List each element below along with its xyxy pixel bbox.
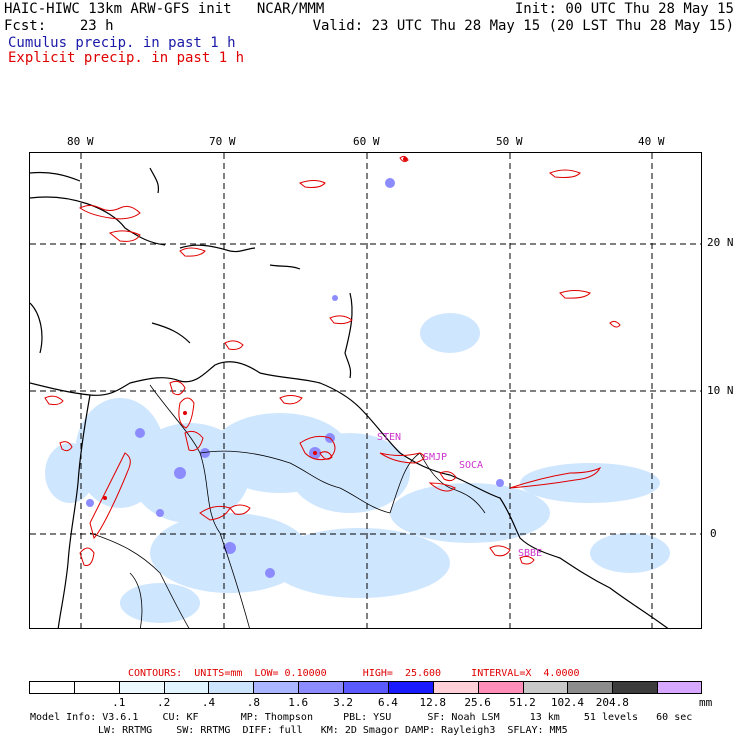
colorbar-label: 3.2: [333, 696, 353, 709]
lon-label-40w: 40 W: [638, 135, 665, 148]
station-sten: STEN: [377, 432, 402, 443]
station-smjp: SMJP: [423, 452, 448, 463]
colorbar-label: 204.8: [595, 696, 629, 709]
cumulus-light-areas: [45, 313, 670, 623]
legend-cumulus: Cumulus precip. in past 1 h: [8, 35, 236, 51]
model-info-line2: LW: RRTMG SW: RRTMG DIFF: full KM: 2D Sm…: [98, 725, 568, 736]
colorbar-swatch: [29, 681, 74, 694]
init-time: Init: 00 UTC Thu 28 May 15: [514, 1, 734, 17]
legend-explicit: Explicit precip. in past 1 h: [8, 50, 245, 66]
lon-label-60w: 60 W: [353, 135, 380, 148]
lon-label-70w: 70 W: [209, 135, 236, 148]
model-title: HAIC-HIWC 13km ARW-GFS init NCAR/MMM: [4, 1, 325, 17]
colorbar-swatch: [73, 681, 119, 694]
colorbar-label: .4: [201, 696, 216, 709]
colorbar-label: 12.8: [419, 696, 447, 709]
colorbar-swatch: [657, 681, 702, 694]
explicit-precip-contours: [44, 155, 621, 566]
coastlines: [30, 167, 669, 628]
lat-label-0: 0: [710, 527, 717, 540]
colorbar-swatch: [612, 681, 658, 694]
lon-label-50w: 50 W: [496, 135, 523, 148]
station-soca: SOCA: [459, 460, 484, 471]
colorbar-swatch: [163, 681, 209, 694]
colorbar-swatch: [567, 681, 613, 694]
colorbar-swatch: [253, 681, 299, 694]
lon-label-80w: 80 W: [67, 135, 94, 148]
colorbar-swatch: [477, 681, 523, 694]
valid-time: Valid: 23 UTC Thu 28 May 15 (20 LST Thu …: [312, 18, 734, 34]
lat-label-10n: 10 N: [707, 384, 734, 397]
colorbar-unit: mm: [699, 696, 713, 709]
colorbar-label: 6.4: [377, 696, 398, 709]
colorbar-swatch: [298, 681, 344, 694]
colorbar-label: 1.6: [288, 696, 309, 709]
precip-map: [29, 152, 702, 629]
forecast-hour: Fcst: 23 h: [4, 18, 114, 34]
station-sbbe: SBBE: [518, 548, 543, 559]
colorbar-label: .1: [112, 696, 126, 709]
colorbar-swatch: [387, 681, 433, 694]
colorbar-label: 25.6: [464, 696, 491, 709]
colorbar-label: .2: [156, 696, 171, 709]
model-info-line1: Model Info: V3.6.1 CU: KF MP: Thompson P…: [30, 712, 693, 723]
colorbar-swatch: [522, 681, 568, 694]
colorbar-label: .8: [246, 696, 260, 709]
colorbar-label: 51.2: [509, 696, 536, 709]
country-borders: [89, 384, 486, 628]
explicit-precip-cores: [103, 157, 407, 500]
colorbar-label: 102.4: [550, 696, 584, 709]
colorbar-swatch: [343, 681, 388, 694]
map-canvas: [30, 153, 701, 628]
lat-label-20n: 20 N: [707, 236, 734, 249]
lat-lon-grid: [30, 153, 701, 628]
colorbar-swatch: [118, 681, 164, 694]
colorbar-swatch: [208, 681, 254, 694]
contours-info: CONTOURS: UNITS=mm LOW= 0.10000 HIGH= 25…: [128, 668, 580, 679]
colorbar-swatch: [432, 681, 478, 694]
